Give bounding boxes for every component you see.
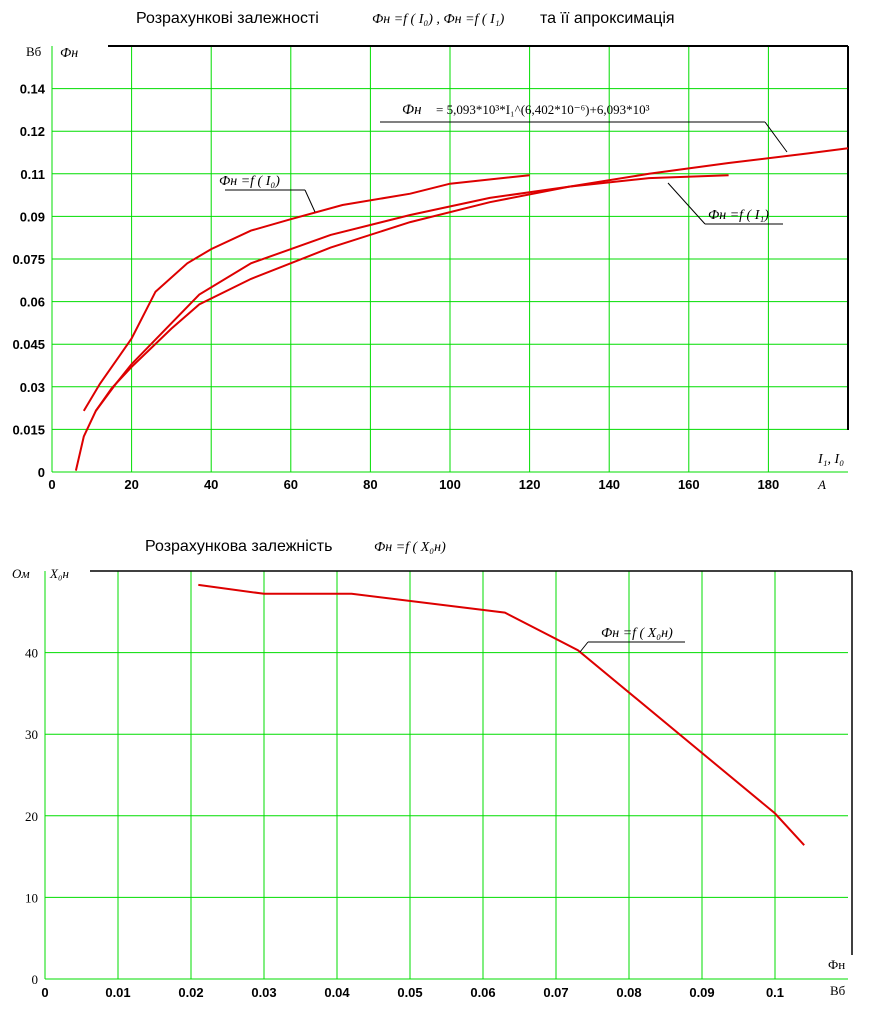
chart1-y-tick-label: 0.06 <box>20 295 45 310</box>
chart2-title-prefix: Розрахункова залежність <box>145 538 332 555</box>
chart1-i1-leader <box>667 182 706 225</box>
chart1-y-symbol: Фн <box>60 46 78 61</box>
chart2-grid <box>44 571 848 980</box>
chart1-x-tick-label: 100 <box>439 477 461 492</box>
chart1-y-tick-label: 0.03 <box>20 380 45 395</box>
chart2-x-tick-label: 0.02 <box>178 985 203 1000</box>
chart1-y-tick-label: 0.09 <box>20 209 45 224</box>
chart1-series-line-I1 <box>94 174 729 412</box>
chart1-x-tick-label: 140 <box>598 477 620 492</box>
chart2-y-tick-label: 10 <box>25 890 38 905</box>
chart2-x-tick-label: 0.07 <box>543 985 568 1000</box>
chart2-curve-label: Фн =f ( X₀н) <box>601 626 673 641</box>
chart2-y-tick-label: 0 <box>32 972 39 987</box>
chart1-series-line-I0 <box>82 174 530 412</box>
chart1-approx-leader <box>764 121 788 153</box>
chart1-x-tick-label: 40 <box>204 477 218 492</box>
chart2-y-ticks: 0 10 20 30 40 <box>25 646 38 987</box>
chart1-x-tick-label: 180 <box>758 477 780 492</box>
chart1-i0-label: Фн =f ( I₀) <box>219 174 280 189</box>
chart2-x-tick-label: 0.06 <box>470 985 495 1000</box>
chart1-series-line-approx <box>74 147 849 471</box>
chart2-x-tick-label: 0 <box>41 985 48 1000</box>
chart1-grid <box>51 46 848 473</box>
chart1-y-tick-label: 0.11 <box>20 167 45 182</box>
chart1-x-ticks: 0 20 40 60 80 100 120 140 160 180 <box>48 477 779 492</box>
chart-1: Розрахункові залежності Фн =f ( I₀) , Фн… <box>12 10 849 492</box>
chart2-series <box>198 583 805 846</box>
chart1-i1-label: Фн =f ( I₁) <box>708 208 769 223</box>
chart2-x-tick-label: 0.09 <box>689 985 714 1000</box>
chart1-y-tick-label: 0 <box>38 465 45 480</box>
chart2-x-tick-label: 0.01 <box>105 985 130 1000</box>
chart2-x-ticks: 0 0.01 0.02 0.03 0.04 0.05 0.06 0.07 0.08 0.09 0.1 <box>41 985 784 1000</box>
chart2-title-formula: Фн =f ( X₀н) <box>374 540 446 555</box>
chart1-y-tick-label: 0.015 <box>12 422 45 437</box>
chart2-frame <box>90 570 853 955</box>
chart2-y-unit: Ом <box>12 566 30 581</box>
chart1-y-tick-label: 0.075 <box>12 252 45 267</box>
chart1-y-tick-label: 0.14 <box>20 82 46 97</box>
chart2-y-symbol: X₀н <box>49 566 69 581</box>
chart2-x-tick-label: 0.08 <box>616 985 641 1000</box>
chart1-x-tick-label: 60 <box>284 477 298 492</box>
chart1-approx-rhs: = 5,093*10³*I₁^(6,402*10⁻⁶)+6,093*10³ <box>436 102 650 117</box>
chart1-x-tick-label: 160 <box>678 477 700 492</box>
chart2-x-tick-label: 0.04 <box>324 985 350 1000</box>
chart1-y-ticks: 0 0.015 0.03 0.045 0.06 0.075 0.09 0.11 0.12 0.14 <box>12 82 45 480</box>
chart1-x-unit: A <box>817 477 826 492</box>
chart1-title-formula: Фн =f ( I₀) , Фн =f ( I₁) <box>372 12 505 27</box>
chart2-curve-leader <box>579 641 589 653</box>
chart2-y-tick-label: 20 <box>25 809 38 824</box>
chart1-x-tick-label: 0 <box>48 477 55 492</box>
chart1-x-tick-label: 120 <box>519 477 541 492</box>
chart1-title-prefix: Розрахункові залежності <box>136 10 319 27</box>
chart1-i0-leader <box>304 189 316 213</box>
chart2-x-tick-label: 0.1 <box>766 985 784 1000</box>
chart2-x-tick-label: 0.03 <box>251 985 276 1000</box>
chart1-approx-lhs: Фн <box>402 102 422 118</box>
chart1-x-tick-label: 80 <box>363 477 377 492</box>
chart1-x-tick-label: 20 <box>124 477 138 492</box>
chart2-y-tick-label: 40 <box>25 646 38 661</box>
chart2-x-unit: Вб <box>830 983 846 998</box>
chart1-title-suffix: та її апроксимація <box>540 10 675 27</box>
chart1-y-unit: Вб <box>26 44 42 59</box>
chart1-y-tick-label: 0.12 <box>20 124 45 139</box>
chart1-x-symbol: I₁, I₀ <box>817 452 844 467</box>
chart2-x-tick-label: 0.05 <box>397 985 422 1000</box>
chart1-frame <box>108 45 849 430</box>
chart2-series-line-x0n <box>198 583 805 846</box>
chart1-series <box>74 147 849 471</box>
chart-2: Розрахункова залежність Фн =f ( X₀н) 0 10… <box>12 538 853 1000</box>
chart2-x-symbol: Фн <box>828 957 845 972</box>
chart2-y-tick-label: 30 <box>25 727 38 742</box>
chart1-y-tick-label: 0.045 <box>12 337 45 352</box>
